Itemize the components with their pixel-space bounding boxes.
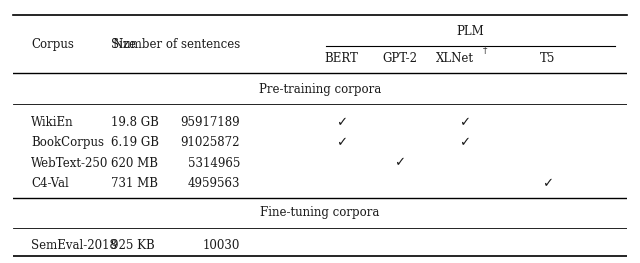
Text: 6.19 GB: 6.19 GB bbox=[111, 136, 159, 149]
Text: 10030: 10030 bbox=[203, 239, 240, 252]
Text: ✓: ✓ bbox=[336, 136, 347, 149]
Text: Corpus: Corpus bbox=[31, 38, 74, 51]
Text: GPT-2: GPT-2 bbox=[382, 52, 417, 65]
Text: Fine-tuning corpora: Fine-tuning corpora bbox=[260, 206, 380, 219]
Text: PLM: PLM bbox=[457, 25, 484, 38]
Text: ✓: ✓ bbox=[459, 116, 470, 129]
Text: ✓: ✓ bbox=[542, 177, 553, 190]
Text: Pre-training corpora: Pre-training corpora bbox=[259, 83, 381, 95]
Text: 620 MB: 620 MB bbox=[111, 156, 158, 170]
Text: 4959563: 4959563 bbox=[188, 177, 240, 190]
Text: †: † bbox=[483, 46, 487, 55]
Text: ✓: ✓ bbox=[336, 116, 347, 129]
Text: Size: Size bbox=[111, 38, 136, 51]
Text: 19.8 GB: 19.8 GB bbox=[111, 116, 159, 129]
Text: BookCorpus: BookCorpus bbox=[31, 136, 104, 149]
Text: 95917189: 95917189 bbox=[180, 116, 240, 129]
Text: C4-Val: C4-Val bbox=[31, 177, 69, 190]
Text: BERT: BERT bbox=[324, 52, 358, 65]
Text: 925 KB: 925 KB bbox=[111, 239, 155, 252]
Text: WikiEn: WikiEn bbox=[31, 116, 74, 129]
Text: T5: T5 bbox=[540, 52, 555, 65]
Text: 731 MB: 731 MB bbox=[111, 177, 158, 190]
Text: Number of sentences: Number of sentences bbox=[113, 38, 240, 51]
Text: XLNet: XLNet bbox=[436, 52, 474, 65]
Text: ✓: ✓ bbox=[394, 156, 405, 170]
Text: SemEval-2018: SemEval-2018 bbox=[31, 239, 117, 252]
Text: WebText-250: WebText-250 bbox=[31, 156, 109, 170]
Text: 5314965: 5314965 bbox=[188, 156, 240, 170]
Text: ✓: ✓ bbox=[459, 136, 470, 149]
Text: 91025872: 91025872 bbox=[180, 136, 240, 149]
